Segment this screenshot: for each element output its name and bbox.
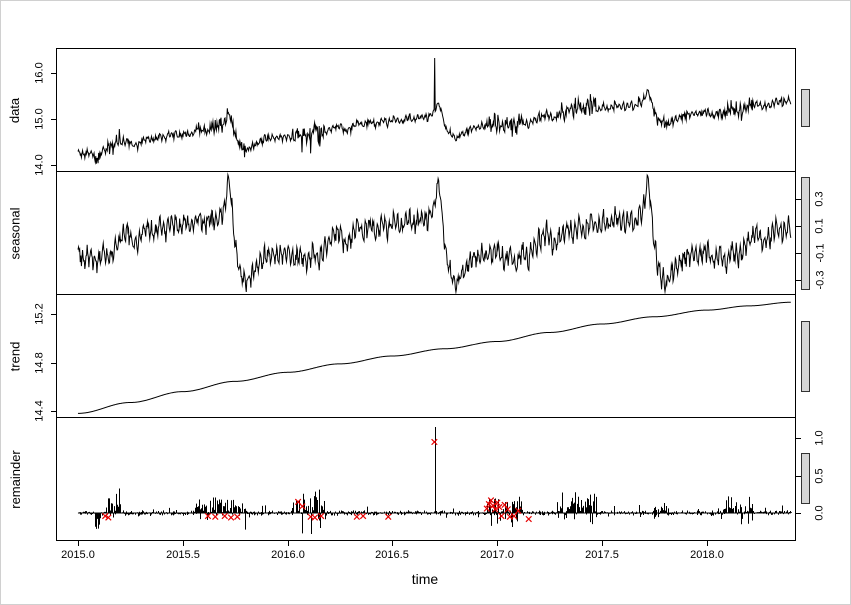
y-tick-label-seasonal-0-text: 0.3 [813,191,826,207]
x-tick-label-0: 2015.0 [61,549,95,561]
y-tick-label-seasonal-1: 0.1 [811,218,829,234]
range-bar-data [801,89,810,127]
y-tick-label-remainder-1-text: 0.5 [813,468,826,484]
panel-remainder [56,417,796,541]
x-tick-3 [392,541,393,546]
x-tick-label-5: 2017.5 [585,549,619,561]
range-bar-remainder [801,453,810,504]
range-bar-trend [801,321,810,392]
panel-label-seasonal-text: seasonal [7,206,23,260]
data-series-canvas [57,49,795,171]
x-tick-5 [602,541,603,546]
x-tick-label-3: 2016.5 [375,549,409,561]
trend-series-canvas [57,295,795,417]
y-tick-label-seasonal-3: -0.3 [811,270,829,290]
x-axis-title: time [411,571,439,587]
y-tick-label-seasonal-1-text: 0.1 [813,218,826,234]
x-tick-0 [78,541,79,546]
panel-label-trend-text: trend [7,341,23,371]
y-tick-label-data-2: 16.0 [31,62,49,84]
y-tick-label-data-0: 14.0 [31,154,49,176]
x-tick-label-2: 2016.0 [271,549,305,561]
x-tick-label-1: 2015.5 [166,549,200,561]
panel-label-trend: trend [6,341,24,371]
y-tick-label-trend-1-text: 14.8 [34,352,47,374]
y-tick-seasonal-3 [796,280,801,281]
x-tick-4 [497,541,498,546]
y-tick-label-remainder-1: 0.5 [811,468,829,484]
y-tick-remainder-1 [796,476,801,477]
panel-seasonal [56,171,796,295]
panel-trend [56,294,796,418]
panel-label-seasonal: seasonal [6,207,24,259]
y-tick-remainder-2 [796,513,801,514]
y-tick-label-remainder-0: 1.0 [811,430,829,446]
y-tick-label-seasonal-2: -0.1 [811,243,829,263]
y-tick-data-1 [51,119,56,120]
x-tick-2 [288,541,289,546]
y-tick-label-data-1: 15.0 [31,108,49,130]
y-tick-label-data-2-text: 16.0 [34,62,47,84]
y-tick-remainder-0 [796,438,801,439]
panel-label-data: data [6,97,24,122]
y-tick-seasonal-1 [796,226,801,227]
panel-label-remainder-text: remainder [7,449,23,509]
y-tick-label-seasonal-3-text: -0.3 [814,270,826,290]
y-tick-trend-2 [51,314,56,315]
remainder-series-canvas [57,418,795,540]
y-tick-label-data-0-text: 14.0 [34,154,47,176]
y-tick-label-remainder-2-text: 0.0 [813,505,826,521]
x-tick-6 [707,541,708,546]
y-tick-label-trend-1: 14.8 [31,352,49,374]
y-tick-label-trend-0: 14.4 [31,400,49,422]
y-tick-label-remainder-2: 0.0 [811,505,829,521]
y-tick-label-data-1-text: 15.0 [34,108,47,130]
y-tick-data-2 [51,73,56,74]
x-tick-label-4: 2017.0 [480,549,514,561]
panel-label-data-text: data [7,97,23,123]
y-tick-trend-1 [51,363,56,364]
x-tick-label-6: 2018.0 [690,549,724,561]
y-tick-label-seasonal-2-text: -0.1 [814,243,826,263]
panel-label-remainder: remainder [6,450,24,509]
panel-data [56,48,796,172]
y-tick-label-seasonal-0: 0.3 [811,191,829,207]
seasonal-series-canvas [57,172,795,294]
x-tick-1 [183,541,184,546]
y-tick-seasonal-2 [796,253,801,254]
y-tick-label-remainder-0-text: 1.0 [813,430,826,446]
y-tick-label-trend-0-text: 14.4 [34,400,47,422]
y-tick-data-0 [51,165,56,166]
y-tick-trend-0 [51,411,56,412]
y-tick-seasonal-0 [796,199,801,200]
range-bar-seasonal [801,177,810,290]
y-tick-label-trend-2-text: 15.2 [34,303,47,325]
y-tick-label-trend-2: 15.2 [31,303,49,325]
